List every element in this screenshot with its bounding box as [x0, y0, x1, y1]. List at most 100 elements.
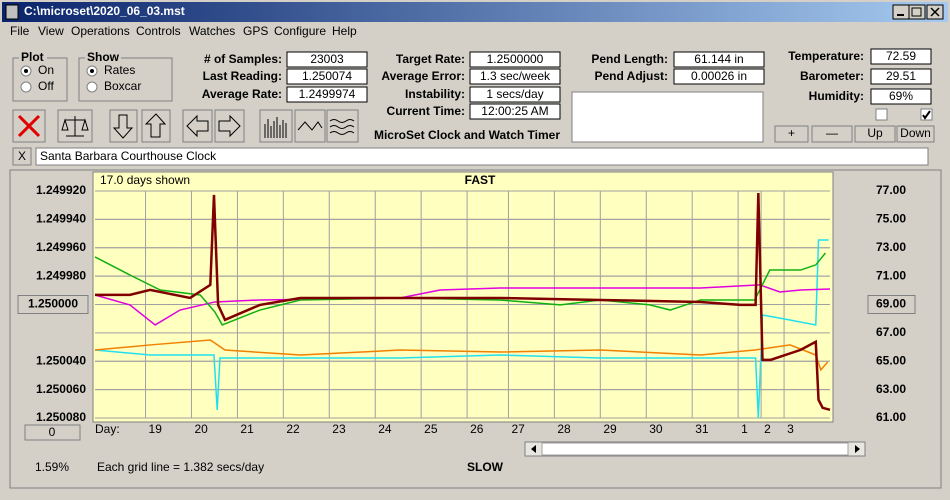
- minimize-button[interactable]: [892, 4, 910, 20]
- field-value: 72.59: [886, 49, 916, 63]
- x-label: Day:: [95, 422, 120, 436]
- bottom-button[interactable]: [24, 424, 81, 441]
- y2-tick-label: 73.00: [876, 240, 906, 254]
- clock-close-label: X: [18, 149, 26, 163]
- program-title: MicroSet Clock and Watch Timer: [374, 128, 560, 142]
- button-label: Down: [900, 126, 931, 140]
- y-tick-label: 1.249920: [36, 183, 86, 197]
- y-tick-label: 1.250060: [36, 382, 86, 396]
- field-value: 1.250074: [302, 69, 352, 83]
- x-tick-label: 24: [378, 422, 392, 436]
- y2-tick-label: 67.00: [876, 325, 906, 339]
- x-tick-label: 20: [194, 422, 208, 436]
- radio-button[interactable]: [86, 81, 98, 93]
- field-box: [870, 68, 932, 85]
- field-label: Pend Adjust:: [594, 69, 668, 83]
- x-tick-label: 21: [240, 422, 254, 436]
- up-icon: [144, 113, 167, 138]
- field-box: [286, 68, 368, 85]
- y-tick-label: 1.249960: [36, 240, 86, 254]
- series-line: [95, 192, 831, 411]
- menu-item[interactable]: Watches: [189, 24, 235, 38]
- x-tick-label: 23: [332, 422, 346, 436]
- y2-tick-label: 77.00: [876, 183, 906, 197]
- field-box: [870, 88, 932, 105]
- title-bar: [2, 2, 948, 22]
- radio-dot: [90, 69, 94, 73]
- field-label: Instability:: [405, 87, 465, 101]
- field-label: Average Error:: [381, 69, 465, 83]
- button-label: +: [788, 126, 795, 140]
- maximize-icon: [911, 7, 922, 17]
- button-label: —: [826, 126, 838, 140]
- button[interactable]: [854, 125, 896, 143]
- graph-select-box: [571, 91, 764, 143]
- menu-item[interactable]: Controls: [136, 24, 181, 38]
- radio-label: Off: [38, 79, 54, 93]
- scroll-thumb[interactable]: [541, 442, 849, 456]
- clock-close-button[interactable]: [12, 147, 32, 166]
- button[interactable]: [896, 125, 935, 143]
- wave-icon: [297, 121, 323, 131]
- menu-item[interactable]: Configure: [274, 24, 326, 38]
- field-value: 23003: [310, 52, 344, 66]
- percent: 1.59%: [35, 460, 69, 474]
- center-right-button[interactable]: [867, 295, 916, 314]
- series-line: [94, 284, 831, 326]
- field-value: 69%: [889, 89, 913, 103]
- field-label: Target Rate:: [396, 52, 465, 66]
- app-icon: [5, 4, 19, 20]
- menu-item[interactable]: Operations: [71, 24, 130, 38]
- x-tick-label: 22: [286, 422, 300, 436]
- field-label: Temperature:: [788, 49, 864, 63]
- button[interactable]: [811, 125, 853, 143]
- y2-tick-label: 63.00: [876, 382, 906, 396]
- radio-label: Boxcar: [104, 79, 141, 93]
- field-box: [469, 68, 561, 85]
- y2-tick-label: 65.00: [876, 353, 906, 367]
- center-right-label: 69.00: [876, 297, 906, 311]
- field-box: [286, 51, 368, 68]
- clock-name-field[interactable]: [35, 147, 929, 166]
- window-title: C:\microset\2020_06_03.mst: [24, 4, 185, 18]
- field-value: 0.00026 in: [691, 69, 747, 83]
- menu-item[interactable]: View: [38, 24, 64, 38]
- maximize-button[interactable]: [908, 4, 926, 20]
- balance-icon: [61, 116, 89, 137]
- field-value: 1 secs/day: [486, 87, 543, 101]
- close-icon: [930, 7, 940, 17]
- wave-button[interactable]: [294, 109, 326, 143]
- menu-item[interactable]: GPS: [243, 24, 268, 38]
- field-box: [673, 51, 765, 68]
- group-box: [78, 57, 173, 102]
- bottom-label: SLOW: [467, 460, 504, 474]
- check-mark: [922, 110, 931, 120]
- field-box: [469, 86, 561, 103]
- radio-label: On: [38, 63, 54, 77]
- checkbox[interactable]: [875, 108, 888, 121]
- radio-button[interactable]: [20, 81, 32, 93]
- group-title-bg: [85, 52, 121, 64]
- y2-tick-label: 75.00: [876, 212, 906, 226]
- noise-icon: [329, 119, 355, 135]
- menu-item[interactable]: File: [10, 24, 30, 38]
- series-line: [94, 252, 826, 326]
- field-box: [673, 68, 765, 85]
- x-tick-label: 26: [470, 422, 484, 436]
- group-title-bg: [19, 52, 47, 64]
- y-tick-label: 1.250040: [36, 353, 86, 367]
- field-label: Last Reading:: [203, 69, 282, 83]
- field-label: Humidity:: [809, 89, 864, 103]
- y-tick-label: 1.249980: [36, 268, 86, 282]
- grid-note: Each grid line = 1.382 secs/day: [97, 460, 264, 474]
- top-label: FAST: [465, 173, 496, 187]
- scroll-right-arrow: [855, 445, 860, 453]
- x-tick-label: 1: [741, 422, 748, 436]
- series-line: [94, 239, 829, 419]
- menu-item[interactable]: Help: [332, 24, 357, 38]
- center-left-button[interactable]: [17, 295, 89, 314]
- field-label: Barometer:: [800, 69, 864, 83]
- field-value: 29.51: [886, 69, 916, 83]
- button[interactable]: [774, 125, 809, 143]
